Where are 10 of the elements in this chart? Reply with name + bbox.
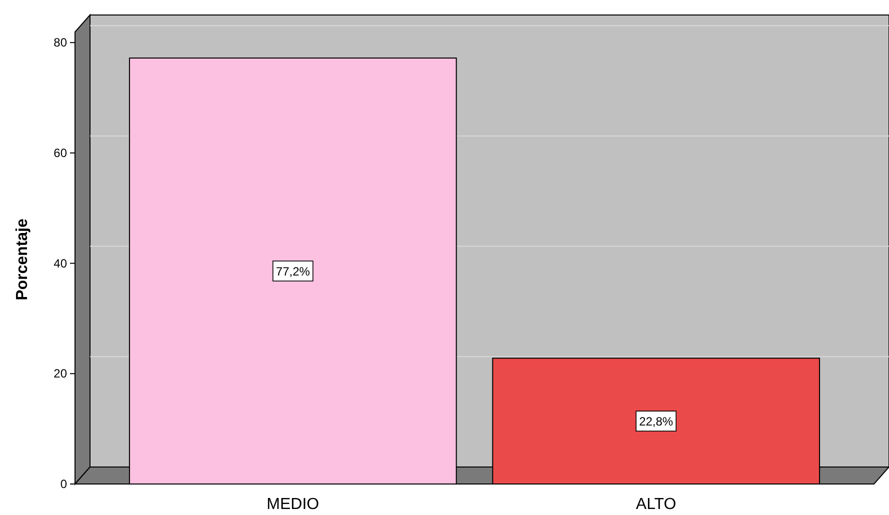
- x-tick-label: MEDIO: [266, 496, 320, 513]
- y-tick-label: 0: [60, 477, 68, 491]
- data-label: 22,8%: [639, 414, 674, 429]
- y-tick-label: 20: [54, 366, 68, 381]
- x-tick-label: ALTO: [636, 496, 676, 513]
- y-axis-title: Porcentaje: [14, 218, 31, 300]
- data-label: 77,2%: [276, 264, 310, 279]
- y-tick-label: 40: [54, 256, 68, 270]
- y-tick-label: 60: [54, 146, 68, 160]
- y-tick-label: 80: [54, 36, 68, 50]
